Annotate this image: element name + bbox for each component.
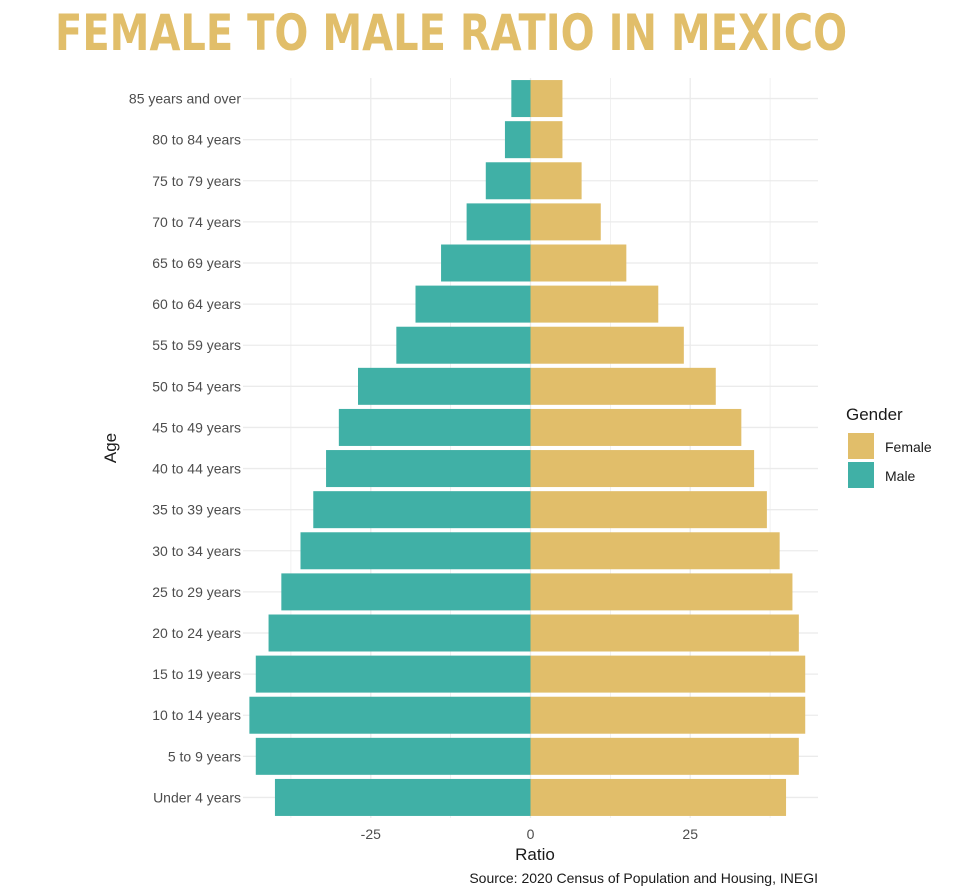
bar-male-10 bbox=[358, 367, 531, 405]
y-tick-label: 70 to 74 years bbox=[152, 214, 241, 230]
bar-female-17 bbox=[530, 80, 563, 118]
y-tick-label: 15 to 19 years bbox=[152, 666, 241, 682]
y-tick-label: 20 to 24 years bbox=[152, 625, 241, 641]
legend-label-female: Female bbox=[885, 439, 932, 455]
bar-male-3 bbox=[255, 655, 531, 693]
bar-female-2 bbox=[530, 696, 806, 734]
x-tick-label: 0 bbox=[527, 826, 535, 842]
y-tick-label: 45 to 49 years bbox=[152, 419, 241, 435]
y-tick-label: 5 to 9 years bbox=[168, 748, 241, 764]
bar-male-2 bbox=[249, 696, 531, 734]
legend-swatch-female bbox=[848, 433, 874, 459]
bar-male-0 bbox=[274, 778, 531, 816]
bar-male-6 bbox=[300, 532, 531, 570]
bar-female-10 bbox=[530, 367, 716, 405]
bar-male-11 bbox=[396, 326, 531, 364]
x-tick-label: 25 bbox=[682, 826, 698, 842]
source-caption: Source: 2020 Census of Population and Ho… bbox=[469, 870, 818, 886]
bar-male-7 bbox=[313, 491, 531, 529]
y-tick-label: 55 to 59 years bbox=[152, 337, 241, 353]
bar-male-16 bbox=[504, 121, 531, 159]
bar-male-15 bbox=[485, 162, 531, 200]
bar-male-9 bbox=[338, 408, 531, 446]
bar-male-8 bbox=[326, 450, 531, 488]
y-tick-label: 30 to 34 years bbox=[152, 543, 241, 559]
legend-swatch-male bbox=[848, 462, 874, 488]
bar-male-13 bbox=[441, 244, 531, 282]
legend: Gender Female Male bbox=[846, 405, 932, 488]
bar-female-11 bbox=[530, 326, 684, 364]
y-tick-labels: Under 4 years 5 to 9 years 10 to 14 years 1… bbox=[129, 91, 241, 806]
y-tick-label: 80 to 84 years bbox=[152, 132, 241, 148]
x-axis-title: Ratio bbox=[515, 845, 555, 864]
bar-female-15 bbox=[530, 162, 582, 200]
y-tick-label: 25 to 29 years bbox=[152, 584, 241, 600]
y-tick-label: 10 to 14 years bbox=[152, 707, 241, 723]
bar-female-12 bbox=[530, 285, 659, 323]
legend-label-male: Male bbox=[885, 468, 916, 484]
bar-female-0 bbox=[530, 778, 787, 816]
x-tick-label: -25 bbox=[361, 826, 381, 842]
bar-female-1 bbox=[530, 737, 799, 775]
bar-male-1 bbox=[255, 737, 531, 775]
y-tick-label: Under 4 years bbox=[153, 789, 241, 805]
y-tick-label: 60 to 64 years bbox=[152, 296, 241, 312]
legend-title: Gender bbox=[846, 405, 903, 424]
bar-male-12 bbox=[415, 285, 531, 323]
y-tick-label: 65 to 69 years bbox=[152, 255, 241, 271]
bar-female-14 bbox=[530, 203, 601, 241]
bar-female-6 bbox=[530, 532, 780, 570]
bar-female-3 bbox=[530, 655, 806, 693]
chart-title: FEMALE TO MALE RATIO IN MEXICO bbox=[55, 4, 848, 62]
bar-male-5 bbox=[281, 573, 531, 611]
bar-female-13 bbox=[530, 244, 627, 282]
y-tick-label: 85 years and over bbox=[129, 91, 241, 107]
bar-female-8 bbox=[530, 450, 755, 488]
bar-female-5 bbox=[530, 573, 793, 611]
y-tick-label: 35 to 39 years bbox=[152, 502, 241, 518]
bar-female-4 bbox=[530, 614, 799, 652]
bar-male-4 bbox=[268, 614, 531, 652]
y-tick-label: 75 to 79 years bbox=[152, 173, 241, 189]
bar-male-14 bbox=[466, 203, 531, 241]
bars bbox=[249, 80, 806, 816]
y-axis-title: Age bbox=[101, 433, 120, 463]
x-tick-labels: -25 0 25 bbox=[361, 826, 699, 842]
bar-male-17 bbox=[511, 80, 531, 118]
y-tick-label: 50 to 54 years bbox=[152, 378, 241, 394]
bar-female-16 bbox=[530, 121, 563, 159]
bar-female-9 bbox=[530, 408, 742, 446]
bar-female-7 bbox=[530, 491, 767, 529]
y-tick-label: 40 to 44 years bbox=[152, 461, 241, 477]
